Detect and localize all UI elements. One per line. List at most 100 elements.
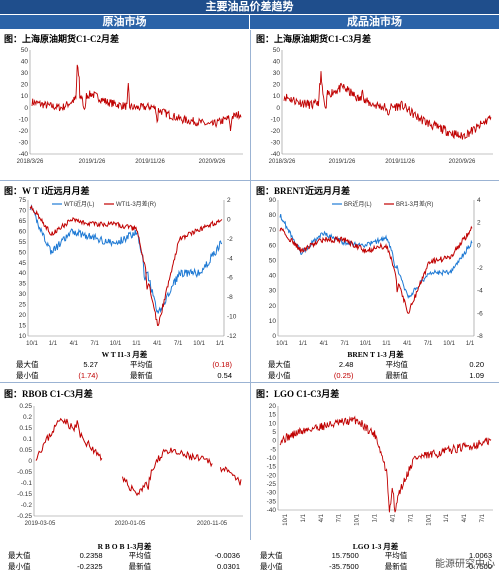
legend-label: BR近月(L) (344, 200, 372, 208)
lgo-stats-table: 最大值 15.7500 平均值 1.0063 最小值 -35.7500 最新值 … (258, 550, 494, 572)
stat-label: 最新值 (128, 562, 152, 571)
y-tick-label-right: 0 (477, 242, 481, 249)
stat-label: 平均值 (385, 360, 408, 369)
y-tick-label-left: 45 (19, 260, 27, 267)
y-tick-label: 0.25 (19, 403, 32, 410)
wti-stats-title: W T I1-3 月差 (101, 350, 148, 359)
x-tick-label: 4/1 (390, 513, 396, 522)
stat-value: 2.48 (338, 360, 354, 369)
x-tick-label: 10/1 (26, 341, 38, 347)
y-tick-label: 0 (272, 438, 276, 445)
y-tick-label: -0.2 (21, 502, 33, 509)
y-tick-label: 0.15 (19, 425, 32, 432)
y-tick-label: 0.2 (23, 414, 32, 421)
x-tick-label: 2018/3/26 (17, 159, 44, 165)
y-tick-label-left: 65 (19, 218, 27, 225)
divider (0, 180, 499, 181)
chart-title: 图：BRENT近远月月差 (256, 186, 351, 196)
y-tick-label: 10 (269, 420, 277, 427)
panel-wti: 图：W T I近远月月差 75 70 65 60 55 50 45 40 35 30 25 20 15 1… (0, 182, 249, 348)
legend-label: BR1-3月差(R) (396, 200, 433, 208)
stat-label: 最小值 (8, 562, 31, 571)
x-tick-label: 2019/1/26 (329, 159, 356, 165)
x-tick-label: 7/1 (174, 341, 183, 347)
x-tick-label: 7/1 (90, 341, 99, 347)
divider (0, 382, 499, 383)
stat-value: 0.2358 (79, 551, 103, 560)
chart-title: 图：W T I近远月月差 (4, 186, 90, 196)
y-tick-label-left: 0 (272, 333, 276, 340)
series-line-spread (29, 205, 223, 327)
series-line (283, 71, 492, 140)
y-tick-label-right: 2 (227, 197, 231, 204)
x-tick-label: 10/1 (360, 341, 372, 347)
x-tick-label: 10/1 (110, 341, 122, 347)
y-tick-label-right: -8 (227, 294, 233, 301)
x-tick-label: 1/1 (466, 341, 475, 347)
y-tick-label: 30 (273, 70, 281, 77)
y-tick-label-right: 4 (477, 197, 481, 204)
y-tick-label: -35 (267, 498, 277, 505)
y-tick-label-left: 50 (269, 257, 277, 264)
stat-value: 1.0063 (469, 551, 492, 560)
stat-label: 平均值 (128, 551, 152, 560)
table-row: 最大值 5.27 平均值 (0.18) (14, 359, 234, 370)
x-tick-label: 2020-11-05 (197, 521, 228, 527)
chart-title: 图：RBOB C1-C3月差 (4, 389, 93, 399)
y-tick-label: -15 (267, 464, 277, 471)
x-tick-label: 4/1 (403, 341, 412, 347)
panel-product-c1c3: 图：上海原油期货C1-C3月差 50 40 30 20 10 0 -10 -20 -30 -40 2… (252, 30, 499, 180)
x-tick-label: 2020/9/26 (449, 159, 476, 165)
x-tick-label: 10/1 (193, 341, 205, 347)
y-tick-label: -25 (267, 481, 277, 488)
panel-sc-c1c2: 图：上海原油期货C1-C2月差 50 40 30 20 10 0 -10 -20 -30 -40 2… (0, 30, 249, 180)
stat-value: 0.54 (217, 371, 232, 380)
stat-label: 最小值 (268, 371, 291, 380)
wti-stats-table: 最大值 5.27 平均值 (0.18) 最小值 (1.74) 最新值 0.54 (14, 359, 234, 381)
x-tick-label: 10/1 (283, 513, 289, 525)
wti-chart: 757065605550454035302520151020-2-4-6-8-1… (19, 197, 237, 347)
chart-title: 图：上海原油期货C1-C2月差 (4, 34, 119, 44)
x-tick-label: 2018/3/26 (269, 159, 296, 165)
stat-label: 最小值 (260, 562, 283, 571)
brent-stats-title: BREN T 1-3 月差 (347, 350, 404, 359)
y-tick-label-right: -2 (227, 236, 233, 243)
x-tick-label: 1/1 (373, 513, 379, 522)
stat-value: 15.7500 (331, 551, 359, 560)
x-tick-label: 4/1 (320, 341, 329, 347)
y-tick-label-right: 2 (477, 220, 481, 227)
y-tick-label-left: 60 (19, 228, 27, 235)
x-tick-label: 1/1 (132, 341, 141, 347)
y-tick-label: 0 (276, 105, 280, 112)
y-tick-label: -0.25 (17, 513, 32, 520)
y-tick-label: 0.05 (19, 447, 32, 454)
y-tick-label-left: 35 (19, 281, 27, 288)
y-tick-label-left: 70 (269, 227, 277, 234)
y-tick-label-left: 80 (269, 212, 277, 219)
x-tick-label: 10/1 (355, 513, 361, 525)
panel-lgo: 图：LGO C1-C3月差 20 15 10 5 0 -5 -10 -15 -20 -25 -30-… (252, 385, 499, 540)
stat-label: 最新值 (384, 562, 408, 571)
legend-label: WTI近月(L) (64, 200, 94, 208)
y-tick-label: -20 (267, 472, 277, 479)
stat-value: (0.25) (333, 371, 354, 380)
stat-value: (0.18) (212, 360, 232, 369)
y-tick-label-left: 40 (19, 270, 27, 277)
x-tick-label: 7/1 (340, 341, 349, 347)
series-line (122, 447, 213, 497)
legend-label: WTI1-3月差(R) (116, 200, 156, 208)
series-line-near-month (279, 213, 473, 299)
chart-title: 图：上海原油期货C1-C3月差 (256, 34, 371, 44)
rbob-stats-table: 最大值 0.2358 平均值 -0.0036 最小值 -0.2325 最新值 0… (6, 550, 242, 572)
stat-label: 最小值 (16, 371, 39, 380)
y-tick-label: -40 (271, 151, 281, 158)
table-row: 最大值 2.48 平均值 0.20 (266, 359, 486, 370)
stat-value: -35.7500 (329, 562, 359, 571)
x-tick-label: 2020-01-05 (115, 521, 146, 527)
x-tick-label: 2019/11/26 (385, 159, 415, 165)
y-tick-label: -20 (19, 128, 29, 135)
stat-value: 1.09 (469, 371, 484, 380)
y-tick-label: 10 (21, 93, 29, 100)
